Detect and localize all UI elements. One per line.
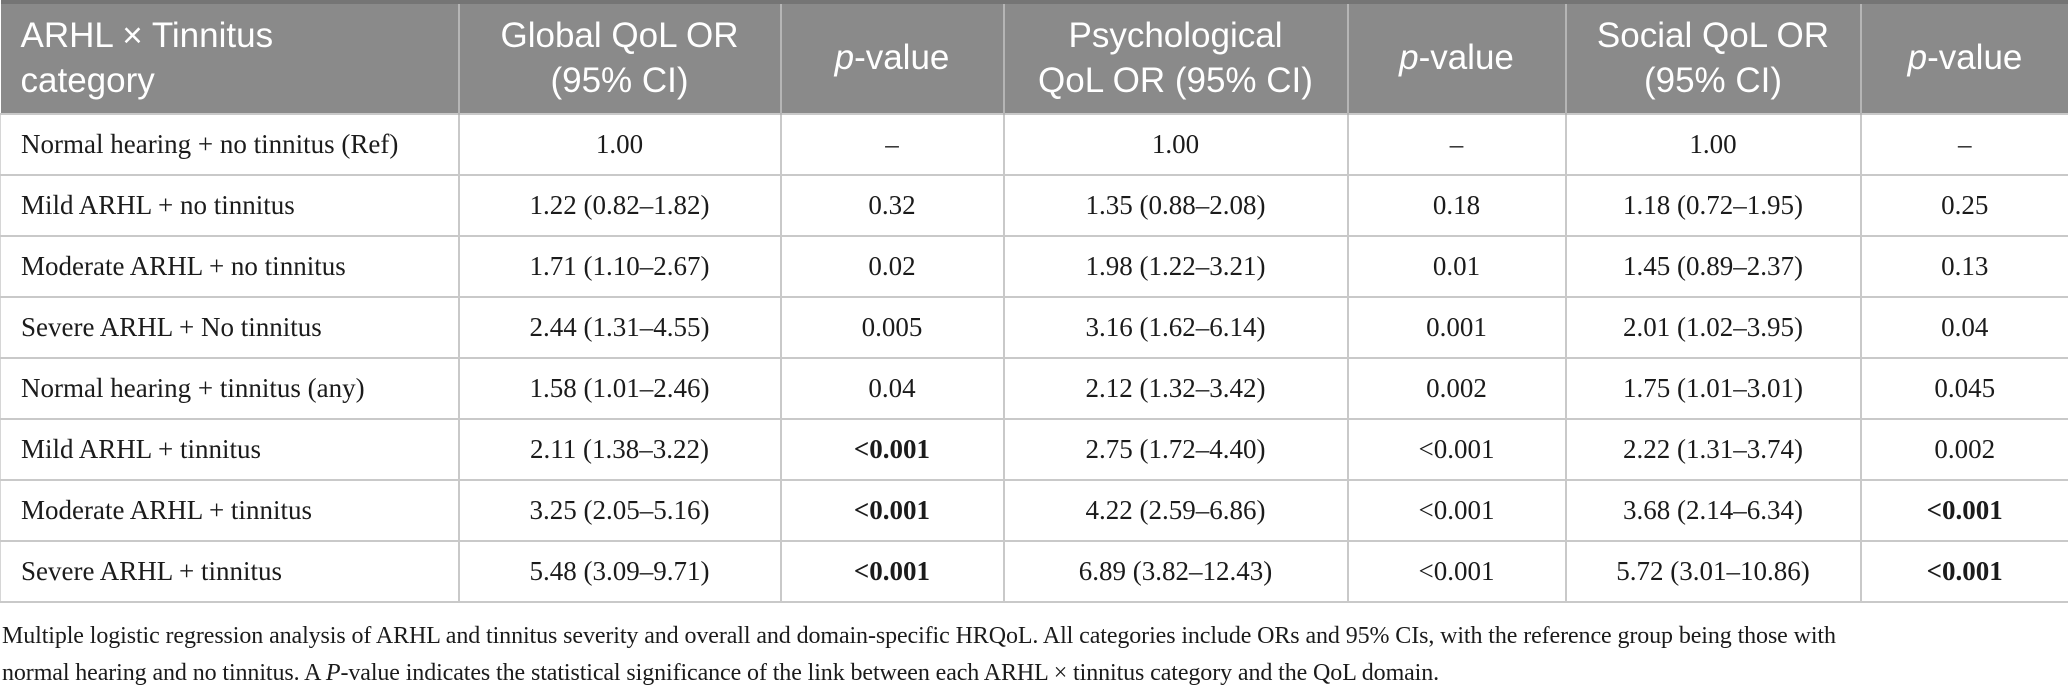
value-cell: 1.00 — [1002, 113, 1349, 176]
value-cell: <0.001 — [1859, 540, 2068, 603]
value-cell: 2.01 (1.02–3.95) — [1564, 296, 1862, 359]
value-cell: 3.68 (2.14–6.34) — [1564, 479, 1862, 542]
value-cell: 0.04 — [779, 357, 1005, 420]
value-cell: 1.58 (1.01–2.46) — [457, 357, 782, 420]
table-footnote: Multiple logistic regression analysis of… — [2, 618, 2068, 692]
value-cell: <0.001 — [779, 540, 1005, 603]
value-cell: <0.001 — [779, 418, 1005, 481]
value-cell: 1.75 (1.01–3.01) — [1564, 357, 1862, 420]
category-cell: Moderate ARHL + no tinnitus — [0, 235, 460, 298]
table-row: Mild ARHL + tinnitus 2.11 (1.38–3.22) <0.0… — [0, 418, 2068, 481]
category-cell: Normal hearing + tinnitus (any) — [0, 357, 460, 420]
results-table: ARHL × Tinnitus category Global QoL OR (… — [0, 0, 2068, 603]
category-cell: Mild ARHL + tinnitus — [0, 418, 460, 481]
p-value-rest: -value — [1927, 38, 2023, 78]
category-cell: Moderate ARHL + tinnitus — [0, 479, 460, 542]
category-cell: Severe ARHL + No tinnitus — [0, 296, 460, 359]
value-cell: 0.18 — [1346, 174, 1567, 237]
value-cell: – — [1859, 113, 2068, 176]
value-cell: 1.18 (0.72–1.95) — [1564, 174, 1862, 237]
value-cell: – — [1346, 113, 1567, 176]
value-cell: 2.12 (1.32–3.42) — [1002, 357, 1349, 420]
table-row: Normal hearing + tinnitus (any) 1.58 (1.0… — [0, 357, 2068, 420]
value-cell: 0.25 — [1859, 174, 2068, 237]
value-cell: <0.001 — [1346, 479, 1567, 542]
header-social-qol: Social QoL OR (95% CI) — [1564, 0, 1861, 114]
value-cell: 3.25 (2.05–5.16) — [457, 479, 782, 542]
table-row: Moderate ARHL + tinnitus 3.25 (2.05–5.16)… — [0, 479, 2068, 542]
value-cell: 2.75 (1.72–4.40) — [1002, 418, 1349, 481]
p-value-rest: -value — [854, 38, 950, 78]
value-cell: 2.22 (1.31–3.74) — [1564, 418, 1862, 481]
value-cell: 1.00 — [457, 113, 782, 176]
header-category: ARHL × Tinnitus category — [0, 0, 459, 114]
table-row: Normal hearing + no tinnitus (Ref) 1.00–1… — [0, 113, 2068, 176]
table-body: Normal hearing + no tinnitus (Ref) 1.00–1… — [0, 113, 2068, 603]
value-cell: <0.001 — [1346, 418, 1567, 481]
value-cell: 0.32 — [779, 174, 1005, 237]
p-value-rest: -value — [1418, 38, 1514, 78]
header-global-qol: Global QoL OR (95% CI) — [457, 0, 781, 114]
header-p-value-psychological: p-value — [1346, 0, 1566, 114]
value-cell: 5.48 (3.09–9.71) — [457, 540, 782, 603]
header-psychological-qol: Psychological QoL OR (95% CI) — [1002, 0, 1348, 114]
value-cell: 5.72 (3.01–10.86) — [1564, 540, 1862, 603]
value-cell: 0.005 — [779, 296, 1005, 359]
category-cell: Mild ARHL + no tinnitus — [0, 174, 460, 237]
value-cell: 0.002 — [1859, 418, 2068, 481]
value-cell: 6.89 (3.82–12.43) — [1002, 540, 1349, 603]
value-cell: 0.002 — [1346, 357, 1567, 420]
value-cell: 1.22 (0.82–1.82) — [457, 174, 782, 237]
footnote-line1: Multiple logistic regression analysis of… — [2, 623, 1836, 649]
footnote-line2-post: -value indicates the statistical signifi… — [340, 660, 1440, 686]
table-row: Severe ARHL + tinnitus 5.48 (3.09–9.71) <0… — [0, 540, 2068, 603]
value-cell: 0.01 — [1346, 235, 1567, 298]
value-cell: 0.045 — [1859, 357, 2068, 420]
table-row: Moderate ARHL + no tinnitus 1.71 (1.10–2.… — [0, 235, 2068, 298]
value-cell: 0.04 — [1859, 296, 2068, 359]
header-row: ARHL × Tinnitus category Global QoL OR (… — [0, 0, 2068, 114]
value-cell: <0.001 — [779, 479, 1005, 542]
value-cell: 3.16 (1.62–6.14) — [1002, 296, 1349, 359]
category-cell: Severe ARHL + tinnitus — [0, 540, 460, 603]
footnote-line2-pre: normal hearing and no tinnitus. A — [2, 660, 326, 686]
value-cell: 2.11 (1.38–3.22) — [457, 418, 782, 481]
value-cell: 0.02 — [779, 235, 1005, 298]
value-cell: 0.13 — [1859, 235, 2068, 298]
value-cell: 1.45 (0.89–2.37) — [1564, 235, 1862, 298]
p-value-italic: p — [1907, 38, 1928, 78]
value-cell: 1.98 (1.22–3.21) — [1002, 235, 1349, 298]
value-cell: <0.001 — [1859, 479, 2068, 542]
p-value-italic: p — [1399, 38, 1419, 78]
table-row: Mild ARHL + no tinnitus 1.22 (0.82–1.82) 0… — [0, 174, 2068, 237]
footnote-p-italic: P — [325, 660, 341, 686]
value-cell: – — [779, 113, 1005, 176]
table-row: Severe ARHL + No tinnitus 2.44 (1.31–4.55… — [0, 296, 2068, 359]
value-cell: <0.001 — [1346, 540, 1567, 603]
header-p-value-social: p-value — [1859, 0, 2068, 114]
value-cell: 2.44 (1.31–4.55) — [457, 296, 782, 359]
value-cell: 1.71 (1.10–2.67) — [457, 235, 782, 298]
category-cell: Normal hearing + no tinnitus (Ref) — [0, 113, 460, 176]
header-p-value-global: p-value — [779, 0, 1004, 114]
p-value-italic: p — [834, 38, 855, 78]
value-cell: 1.00 — [1564, 113, 1862, 176]
value-cell: 1.35 (0.88–2.08) — [1002, 174, 1349, 237]
value-cell: 0.001 — [1346, 296, 1567, 359]
value-cell: 4.22 (2.59–6.86) — [1002, 479, 1349, 542]
